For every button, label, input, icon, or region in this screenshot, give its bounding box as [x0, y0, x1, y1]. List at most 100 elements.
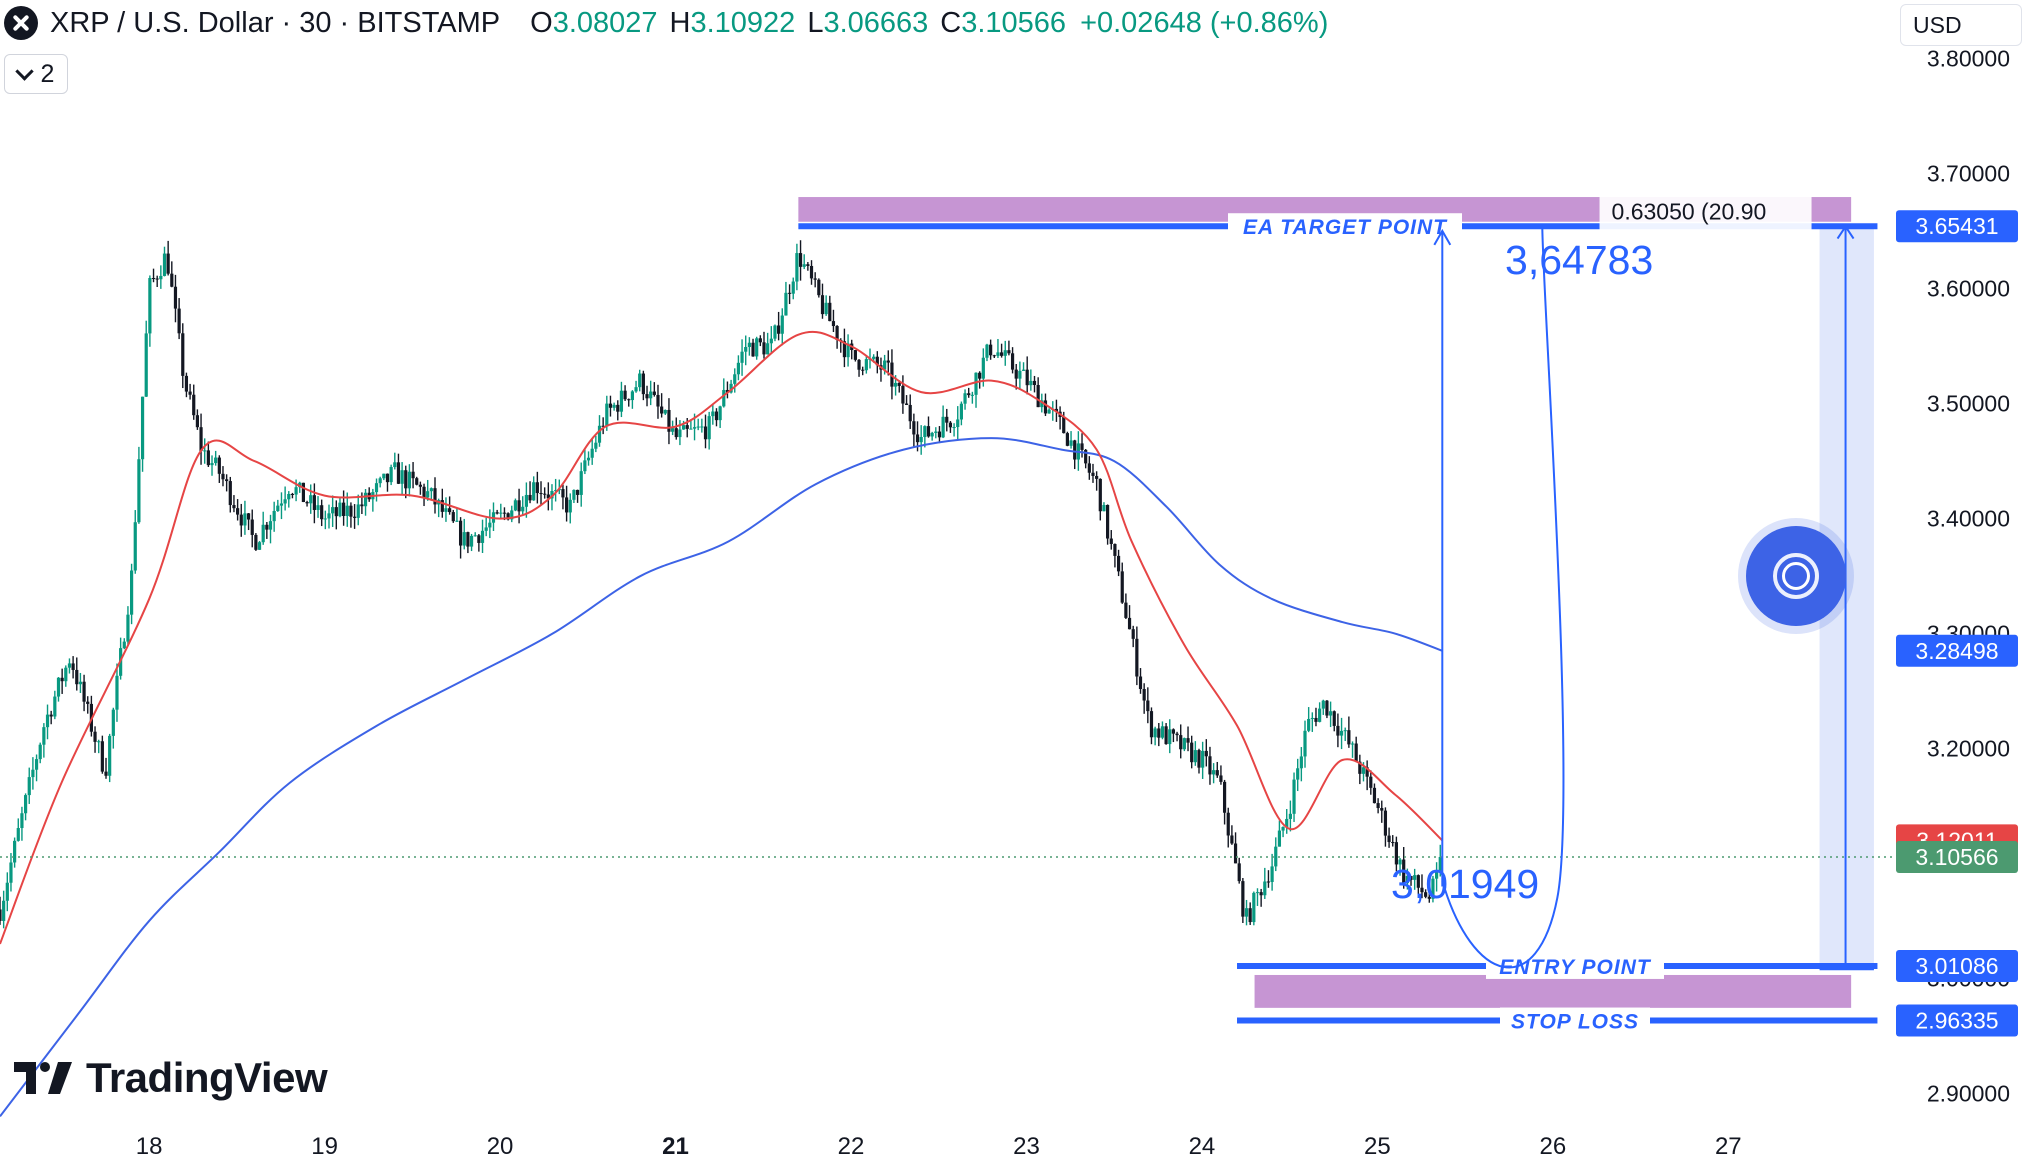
candle-body [758, 338, 762, 343]
candle-body [411, 471, 415, 479]
candle-body [67, 663, 72, 668]
candle-body [1420, 887, 1424, 893]
currency-selector[interactable]: USD [1900, 4, 2022, 46]
candle-body [100, 741, 104, 772]
candle-body [338, 502, 342, 517]
candle-body [1288, 813, 1292, 819]
candle-body [469, 535, 474, 547]
candle-body [466, 532, 470, 547]
level-label-bg [1500, 1007, 1650, 1034]
candle-body [192, 394, 196, 416]
candle-body [872, 356, 876, 359]
price-badge-label: 3.01086 [1915, 953, 1998, 979]
xrp-logo-icon [4, 6, 38, 40]
candle-body [992, 355, 996, 357]
candle-body [1164, 726, 1168, 745]
floating-target-button[interactable] [1746, 526, 1846, 626]
candle-body [64, 667, 68, 682]
candle-body [1080, 443, 1084, 450]
candle-body [60, 677, 64, 682]
candle-body [824, 302, 828, 315]
candle-body [1047, 409, 1051, 414]
candle-body [195, 415, 199, 428]
price-badge-label: 3.65431 [1915, 213, 1998, 239]
tradingview-mark-icon [14, 1062, 72, 1094]
candle-body [787, 292, 792, 294]
candle-body [795, 253, 799, 282]
candles-layer [0, 240, 1442, 929]
ema-fast-line [0, 330, 1444, 945]
candle-body [934, 431, 938, 433]
time-tick-label: 23 [1013, 1133, 1040, 1160]
indicators-toggle-button[interactable]: 2 [4, 54, 68, 94]
candle-body [184, 375, 189, 392]
candle-body [831, 321, 836, 327]
candle-body [1000, 352, 1004, 356]
candle-body [342, 502, 346, 516]
candle-body [967, 393, 971, 396]
candle-body [773, 325, 777, 339]
candle-body [177, 308, 181, 334]
time-tick-label: 20 [487, 1133, 514, 1160]
candle-body [1361, 767, 1366, 774]
candle-body [1365, 767, 1369, 777]
candle-body [444, 508, 448, 512]
candle-body [689, 428, 693, 430]
candle-body [93, 731, 97, 742]
candle-body [554, 490, 558, 492]
candle-body [225, 479, 229, 482]
measure-label: 0.63050 (20.90 [1612, 199, 1767, 225]
candle-body [762, 342, 766, 355]
candle-body [1062, 417, 1066, 434]
candle-body [144, 333, 148, 397]
open-value: 3.08027 [552, 6, 658, 39]
candle-body [495, 512, 499, 514]
candle-body [1266, 881, 1271, 883]
candle-body [678, 429, 682, 438]
candle-body [246, 513, 251, 520]
price-badge [1896, 1004, 2018, 1037]
candle-body [1222, 781, 1227, 813]
candle-body [1197, 750, 1201, 768]
candle-body [1142, 688, 1146, 701]
candle-body [729, 383, 733, 393]
candle-body [616, 404, 620, 412]
candle-body [5, 882, 9, 901]
candle-body [1314, 717, 1318, 722]
price-axis[interactable]: 2.900003.000003.100003.200003.300003.400… [1896, 46, 2018, 1107]
candle-body [1010, 353, 1015, 370]
candle-body [1332, 711, 1336, 726]
symbol-title[interactable]: XRP / U.S. Dollar · 30 · BITSTAMP [50, 6, 501, 39]
price-badge-label: 3.10566 [1915, 844, 1998, 870]
candle-body [806, 264, 810, 266]
candle-body [985, 344, 989, 358]
candle-body [543, 493, 547, 495]
candle-body [707, 416, 711, 440]
candle-body [1102, 504, 1106, 512]
high-label: H [669, 6, 691, 39]
candle-body [261, 524, 265, 543]
indicators-count: 2 [40, 59, 55, 88]
candle-body [1025, 369, 1029, 386]
candle-body [1259, 892, 1263, 896]
candle-body [649, 391, 653, 399]
candle-body [104, 771, 108, 776]
candle-body [23, 795, 28, 814]
candle-body [433, 488, 437, 505]
candle-body [963, 393, 967, 404]
candle-body [539, 493, 543, 495]
time-axis[interactable]: 18 19 20 21 22 23 24 25 26 27 [136, 1133, 1742, 1160]
candle-body [619, 390, 624, 412]
candle-body [546, 494, 550, 499]
candle-body [228, 481, 232, 506]
candle-body [418, 484, 422, 487]
candle-body [861, 369, 865, 371]
candle-body [641, 373, 645, 395]
candle-body [634, 387, 638, 392]
candle-body [798, 253, 803, 267]
candle-body [1146, 700, 1150, 712]
candle-body [893, 382, 898, 387]
candle-body [1179, 735, 1183, 750]
candle-body [1274, 846, 1278, 867]
